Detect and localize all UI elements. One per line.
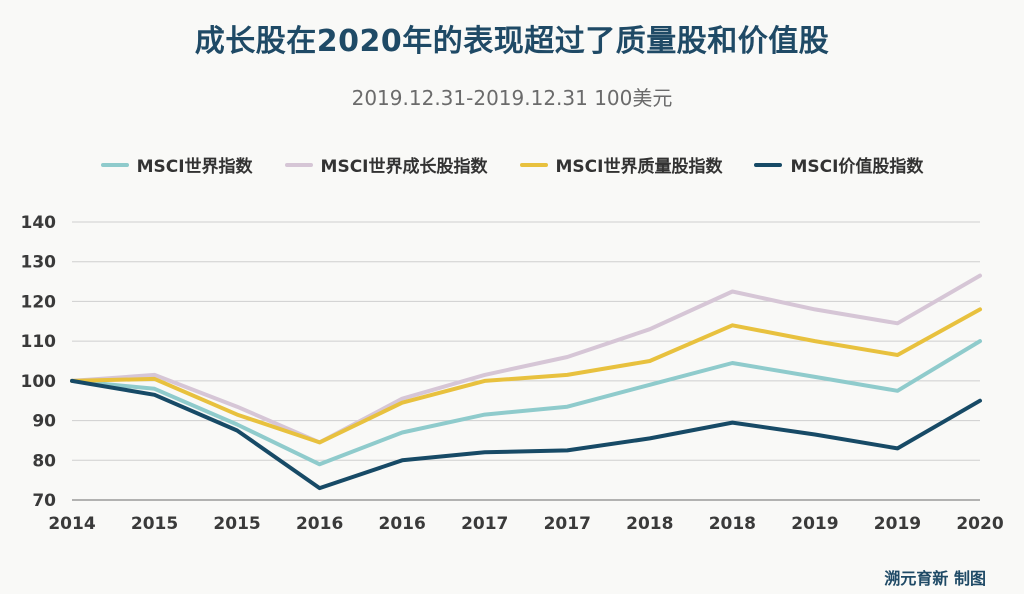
legend-item-world: MSCI世界指数 [100, 152, 253, 177]
chart-title: 成长股在2020年的表现超过了质量股和价值股 [194, 24, 830, 59]
legend-item-growth: MSCI世界成长股指数 [284, 152, 488, 177]
series-line-0 [70, 339, 982, 467]
legend-swatch-growth [284, 162, 313, 167]
legend-item-value: MSCI价值股指数 [754, 152, 923, 177]
y-tick-label-140: 140 [21, 213, 57, 233]
x-tick-label-7: 2018 [626, 514, 673, 534]
x-tick-label-11: 2020 [956, 514, 1003, 534]
legend-label-value: MSCI价值股指数 [790, 157, 924, 177]
y-tick-label-120: 120 [21, 292, 57, 312]
legend-label-world: MSCI世界指数 [136, 157, 253, 177]
x-tick-label-5: 2017 [461, 514, 508, 534]
legend-swatch-value [754, 162, 783, 167]
y-tick-label-80: 80 [32, 451, 56, 471]
x-tick-label-3: 2016 [296, 514, 343, 534]
credit-text: 溯元育新 制图 [884, 569, 986, 588]
x-tick-label-1: 2015 [131, 514, 178, 534]
series-line-3 [70, 378, 982, 491]
x-tick-label-9: 2019 [791, 514, 838, 534]
legend-label-quality: MSCI世界质量股指数 [555, 157, 723, 177]
legend-swatch-quality [519, 162, 548, 167]
legend-swatch-world [100, 162, 129, 167]
y-tick-label-90: 90 [32, 412, 56, 432]
legend: MSCI世界指数 MSCI世界成长股指数 MSCI世界质量股指数 MSCI价值股… [0, 152, 1024, 177]
legend-label-growth: MSCI世界成长股指数 [320, 157, 488, 177]
series-line-2 [70, 307, 982, 445]
y-tick-label-110: 110 [21, 332, 57, 352]
y-tick-label-130: 130 [21, 253, 57, 273]
x-tick-label-4: 2016 [379, 514, 426, 534]
y-tick-label-100: 100 [21, 372, 57, 392]
x-tick-label-8: 2018 [709, 514, 756, 534]
legend-item-quality: MSCI世界质量股指数 [519, 152, 723, 177]
grid-layer [72, 221, 980, 501]
y-tick-label-70: 70 [32, 491, 56, 511]
x-tick-label-10: 2019 [874, 514, 921, 534]
label-layer: 70 80 90 100 110 120 130 140 2014 2015 2015 2016 201… [21, 213, 1004, 534]
x-tick-label-0: 2014 [48, 514, 95, 534]
x-tick-label-2: 2015 [213, 514, 260, 534]
line-layer [70, 273, 982, 491]
chart-subtitle: 2019.12.31-2019.12.31 100美元 [351, 86, 673, 110]
series-line-1 [70, 273, 982, 445]
x-tick-label-6: 2017 [544, 514, 591, 534]
